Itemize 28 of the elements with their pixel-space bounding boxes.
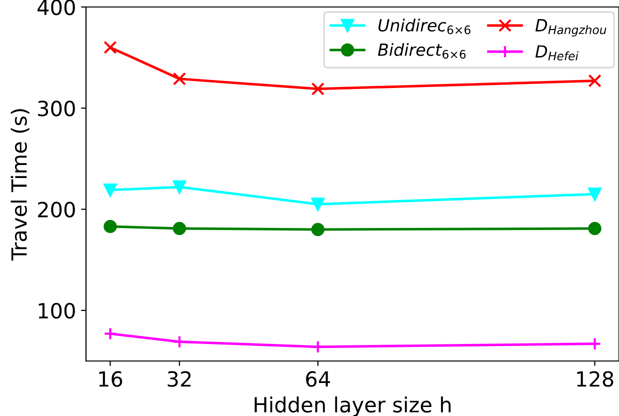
- point: [588, 188, 602, 201]
- point: [172, 180, 186, 194]
- point: [588, 222, 602, 236]
- y-tick-label: 300: [38, 100, 75, 116]
- legend-label: Unidirec$_{6×6}$: [378, 18, 470, 34]
- y-tick-label: 200: [38, 202, 75, 218]
- point: [311, 222, 324, 236]
- legend-label: D$_{Hangzhou}$: [535, 19, 606, 36]
- point: [311, 198, 324, 211]
- point: [104, 183, 117, 197]
- legend-label: D$_{Hefei}$: [535, 45, 578, 60]
- point: [172, 335, 186, 348]
- x-tick-label: 128: [577, 371, 614, 387]
- point: [104, 327, 117, 340]
- point: [104, 220, 117, 234]
- x-tick-label: 16: [99, 371, 122, 387]
- point: [172, 72, 186, 86]
- y-tick-label: 100: [38, 302, 75, 319]
- point: [104, 40, 117, 54]
- point: [588, 337, 602, 350]
- point: [311, 340, 324, 354]
- legend-label: Bidirect$_{6×6}$: [378, 43, 466, 59]
- point: [172, 222, 186, 236]
- x-tick-label: 32: [168, 371, 191, 387]
- y-axis-title: Travel Time (s): [10, 109, 30, 261]
- point: [588, 74, 602, 88]
- x-tick-label: 64: [306, 371, 330, 387]
- point: [311, 82, 324, 96]
